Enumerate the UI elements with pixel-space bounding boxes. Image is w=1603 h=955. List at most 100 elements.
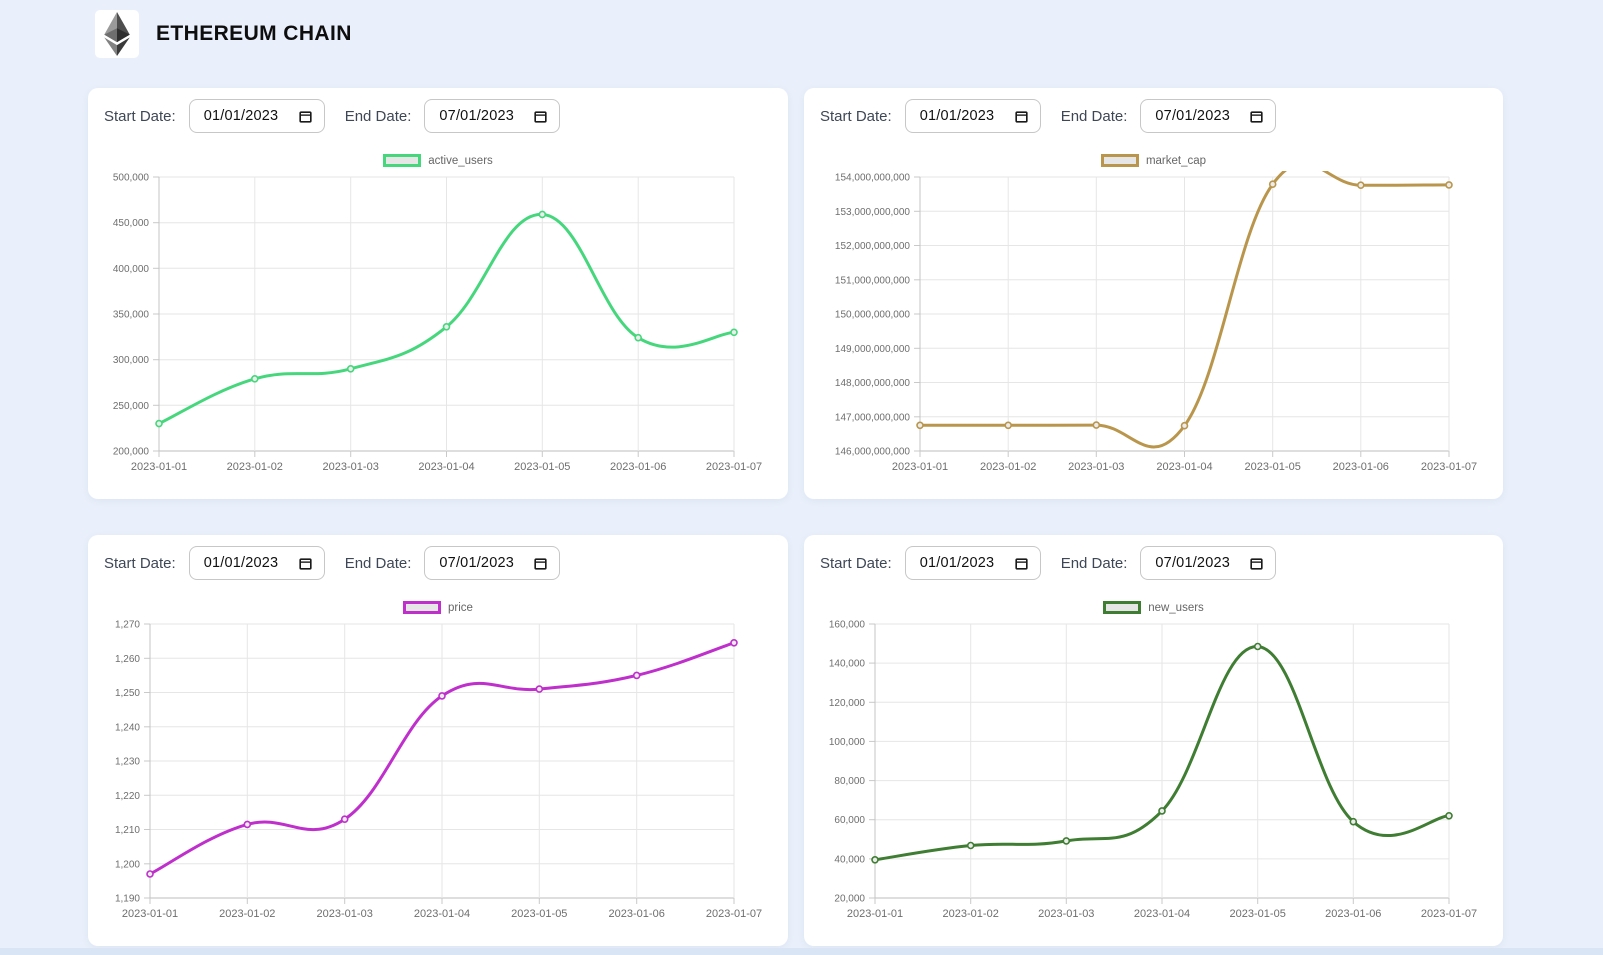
data-point[interactable] xyxy=(632,671,641,680)
end-date-value: 07/01/2023 xyxy=(439,108,514,124)
data-point[interactable] xyxy=(346,365,355,373)
y-tick-label: 1,240 xyxy=(115,722,140,733)
y-tick-label: 400,000 xyxy=(113,264,150,275)
chart-panel-active-users: Start Date: 01/01/2023 End Date: 07/01/2… xyxy=(88,88,788,499)
start-date-label: Start Date: xyxy=(104,554,176,572)
x-tick-label: 2023-01-01 xyxy=(892,461,948,473)
end-date-input[interactable]: 07/01/2023 xyxy=(424,546,561,580)
data-point[interactable] xyxy=(1445,181,1453,189)
x-tick-label: 2023-01-02 xyxy=(227,461,283,473)
y-tick-label: 146,000,000,000 xyxy=(835,447,911,458)
x-tick-label: 2023-01-01 xyxy=(847,908,903,920)
start-date-input[interactable]: 01/01/2023 xyxy=(904,546,1041,580)
data-point[interactable] xyxy=(1062,837,1071,845)
data-point[interactable] xyxy=(1253,642,1262,651)
calendar-icon[interactable] xyxy=(533,109,548,124)
data-point[interactable] xyxy=(1092,421,1101,429)
legend-label: market_cap xyxy=(1145,154,1207,167)
y-tick-label: 120,000 xyxy=(829,698,866,709)
data-point[interactable] xyxy=(1268,180,1277,188)
start-date-value: 01/01/2023 xyxy=(203,108,279,124)
calendar-icon[interactable] xyxy=(1014,556,1029,571)
data-point[interactable] xyxy=(634,333,643,342)
data-point[interactable] xyxy=(1004,421,1012,430)
chart-market-cap: 154,000,000,000 153,000,000,000 152,000,00… xyxy=(820,161,1487,485)
y-tick-label: 150,000,000,000 xyxy=(835,310,911,321)
y-tick-label: 1,230 xyxy=(115,757,140,768)
calendar-icon[interactable] xyxy=(298,556,313,571)
y-tick-label: 200,000 xyxy=(113,447,150,458)
chart-canvas-active_users: 500,000 450,000 400,000 350,000 300,000 250,0… xyxy=(113,173,762,474)
y-tick-label: 1,200 xyxy=(115,859,140,870)
chart-new-users: 160,000 140,000 120,000 100,000 80,000 60,000… xyxy=(820,618,1487,932)
ethereum-logo-icon xyxy=(104,12,130,56)
y-tick-label: 1,220 xyxy=(115,791,140,802)
data-point[interactable] xyxy=(1356,181,1365,189)
start-date-value: 01/01/2023 xyxy=(203,555,279,571)
chart-legend[interactable]: active_users xyxy=(104,154,772,167)
legend-label: price xyxy=(448,601,473,614)
ethereum-logo xyxy=(95,10,139,58)
data-point[interactable] xyxy=(146,870,154,878)
end-date-input[interactable]: 07/01/2023 xyxy=(1140,546,1277,580)
y-tick-label: 100,000 xyxy=(829,737,866,748)
x-tick-label: 2023-01-07 xyxy=(1421,908,1477,920)
calendar-icon[interactable] xyxy=(1014,109,1029,124)
data-point[interactable] xyxy=(438,692,446,700)
data-point[interactable] xyxy=(730,328,738,337)
legend-swatch xyxy=(383,154,422,167)
calendar-icon[interactable] xyxy=(1249,109,1264,124)
data-point[interactable] xyxy=(916,421,924,430)
start-date-label: Start Date: xyxy=(820,554,892,572)
data-point[interactable] xyxy=(155,419,163,428)
end-date-input[interactable]: 07/01/2023 xyxy=(424,99,561,133)
chart-canvas-price: 1,270 1,260 1,250 1,240 1,230 1,220 1,210 1,200… xyxy=(115,620,762,921)
data-point[interactable] xyxy=(871,856,879,864)
x-tick-label: 2023-01-05 xyxy=(1230,908,1286,920)
data-point[interactable] xyxy=(251,375,259,383)
y-tick-label: 500,000 xyxy=(113,173,150,184)
data-point[interactable] xyxy=(538,210,547,219)
data-point[interactable] xyxy=(1180,421,1189,430)
data-point[interactable] xyxy=(1445,812,1453,820)
y-tick-label: 40,000 xyxy=(834,854,865,865)
calendar-icon[interactable] xyxy=(533,556,548,571)
data-point[interactable] xyxy=(243,820,252,829)
x-tick-label: 2023-01-04 xyxy=(418,461,474,473)
y-tick-label: 350,000 xyxy=(113,310,150,321)
y-tick-label: 148,000,000,000 xyxy=(835,378,911,389)
horizontal-scrollbar-track[interactable] xyxy=(0,948,1603,955)
end-date-input[interactable]: 07/01/2023 xyxy=(1140,99,1277,133)
x-tick-label: 2023-01-04 xyxy=(1156,461,1212,473)
legend-label: active_users xyxy=(428,154,493,167)
data-point[interactable] xyxy=(966,841,975,850)
start-date-input[interactable]: 01/01/2023 xyxy=(188,99,325,133)
page-header: ETHEREUM CHAIN xyxy=(0,0,1603,58)
chart-legend[interactable]: market_cap xyxy=(820,154,1487,167)
y-tick-label: 1,250 xyxy=(115,688,140,699)
start-date-input[interactable]: 01/01/2023 xyxy=(188,546,325,580)
x-tick-label: 2023-01-05 xyxy=(1245,461,1301,473)
calendar-icon[interactable] xyxy=(1249,556,1264,571)
chart-panel-price: Start Date: 01/01/2023 End Date: 07/01/2… xyxy=(88,535,788,946)
end-date-value: 07/01/2023 xyxy=(1155,555,1230,571)
x-tick-label: 2023-01-01 xyxy=(131,461,187,473)
chart-legend[interactable]: price xyxy=(104,601,772,614)
chart-legend[interactable]: new_users xyxy=(820,601,1487,614)
data-point[interactable] xyxy=(442,323,451,331)
data-point[interactable] xyxy=(1349,817,1358,826)
data-point[interactable] xyxy=(535,685,544,693)
x-tick-label: 2023-01-02 xyxy=(219,908,275,920)
x-tick-label: 2023-01-03 xyxy=(1038,908,1094,920)
legend-label: new_users xyxy=(1148,601,1204,614)
start-date-input[interactable]: 01/01/2023 xyxy=(904,99,1041,133)
data-point[interactable] xyxy=(730,638,738,647)
y-tick-label: 60,000 xyxy=(834,815,865,826)
legend-swatch xyxy=(403,601,442,614)
y-tick-label: 160,000 xyxy=(829,620,866,631)
calendar-icon[interactable] xyxy=(298,109,313,124)
data-point[interactable] xyxy=(1158,807,1166,815)
end-date-value: 07/01/2023 xyxy=(439,555,514,571)
data-point[interactable] xyxy=(340,815,349,823)
y-tick-label: 153,000,000,000 xyxy=(835,207,911,218)
